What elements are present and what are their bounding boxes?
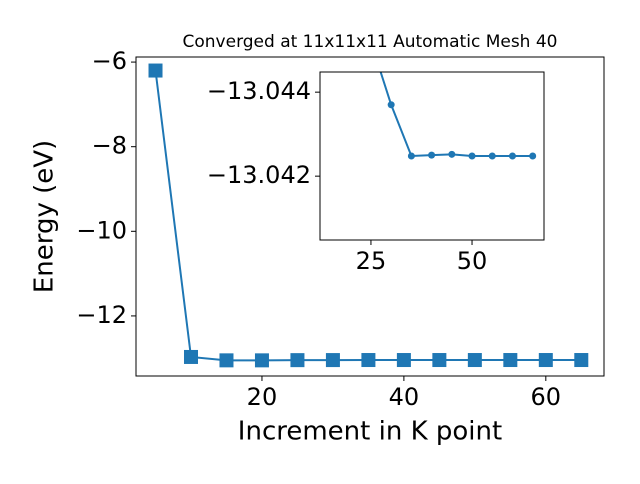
x-tick-label: 50 [457, 247, 488, 275]
marker [148, 63, 163, 78]
marker [503, 353, 518, 368]
marker [488, 152, 496, 160]
marker [290, 353, 305, 368]
y-tick-label: −6 [92, 47, 127, 75]
marker [448, 150, 456, 158]
marker [468, 152, 476, 160]
marker [407, 152, 415, 160]
x-tick-label: 25 [356, 247, 387, 275]
marker [361, 353, 376, 368]
chart-title: Converged at 11x11x11 Automatic Mesh 40 [183, 32, 558, 52]
x-axis-label: Increment in K point [238, 417, 502, 447]
axes-frame [319, 71, 545, 241]
axes-frame [135, 56, 605, 377]
plot-area [379, 72, 537, 160]
marker [432, 353, 447, 368]
marker [387, 101, 395, 109]
marker [538, 353, 553, 368]
x-tick-label: 60 [531, 383, 562, 411]
marker [254, 353, 269, 368]
marker [529, 152, 537, 160]
y-tick-label: −13.044 [207, 77, 311, 105]
x-tick-label: 40 [389, 383, 420, 411]
y-tick-label: −8 [92, 132, 127, 160]
x-tick-label: 20 [247, 383, 278, 411]
marker [396, 353, 411, 368]
y-tick-label: −12 [76, 301, 127, 329]
y-axis-label: Energy (eV) [30, 140, 60, 293]
marker [183, 349, 198, 364]
marker [467, 353, 482, 368]
marker [219, 353, 234, 368]
marker [428, 151, 436, 159]
plot-area [148, 63, 589, 368]
y-tick-label: −13.042 [207, 161, 311, 189]
y-tick-label: −10 [76, 216, 127, 244]
marker [574, 353, 589, 368]
marker [508, 152, 516, 160]
marker [325, 353, 340, 368]
